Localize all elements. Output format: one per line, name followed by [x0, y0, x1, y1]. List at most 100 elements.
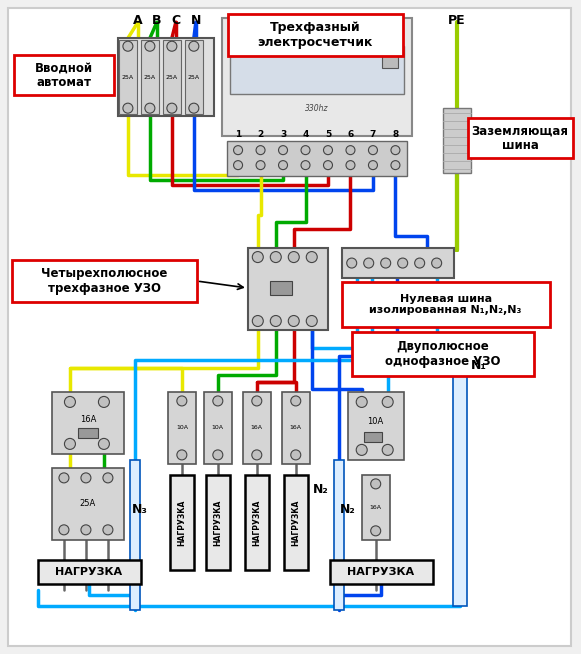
Bar: [364, 432, 382, 442]
Bar: [248, 248, 328, 330]
Circle shape: [167, 41, 177, 51]
Bar: [352, 332, 533, 376]
Text: N₂: N₂: [340, 504, 356, 517]
Bar: [141, 41, 159, 114]
Text: Вводной
автомат: Вводной автомат: [35, 61, 93, 89]
Text: НАГРУЗКА: НАГРУЗКА: [252, 499, 261, 545]
Bar: [347, 392, 404, 460]
Circle shape: [306, 315, 317, 326]
Bar: [14, 55, 114, 95]
Bar: [362, 475, 390, 540]
Text: N₂: N₂: [313, 483, 329, 496]
Bar: [243, 392, 271, 464]
Circle shape: [270, 252, 281, 262]
Circle shape: [252, 315, 263, 326]
Bar: [245, 475, 269, 570]
Bar: [270, 281, 292, 295]
Circle shape: [288, 315, 299, 326]
Circle shape: [371, 526, 381, 536]
Bar: [284, 475, 308, 570]
Text: НАГРУЗКА: НАГРУЗКА: [347, 567, 414, 577]
Circle shape: [98, 438, 109, 449]
Bar: [468, 118, 572, 158]
Circle shape: [234, 146, 242, 154]
Circle shape: [252, 252, 263, 262]
Circle shape: [213, 450, 223, 460]
Bar: [163, 41, 181, 114]
Circle shape: [382, 396, 393, 407]
Circle shape: [356, 396, 367, 407]
Text: C: C: [171, 14, 181, 27]
Circle shape: [391, 161, 400, 169]
Text: 16A: 16A: [251, 425, 263, 430]
Text: Двуполюсное
однофазное УЗО: Двуполюсное однофазное УЗО: [385, 340, 500, 368]
Circle shape: [432, 258, 442, 268]
Circle shape: [290, 396, 301, 406]
Bar: [38, 560, 141, 584]
Bar: [382, 56, 397, 68]
Circle shape: [59, 473, 69, 483]
Text: 6: 6: [347, 130, 354, 139]
Circle shape: [103, 525, 113, 535]
Text: 16A: 16A: [80, 415, 96, 424]
Text: 10A: 10A: [368, 417, 384, 426]
Bar: [119, 41, 137, 114]
Text: PE: PE: [448, 14, 465, 27]
Text: Трехфазный
электросчетчик: Трехфазный электросчетчик: [257, 21, 373, 49]
Bar: [228, 14, 403, 56]
Circle shape: [167, 103, 177, 113]
Bar: [227, 141, 407, 176]
Bar: [204, 392, 232, 464]
Circle shape: [252, 396, 262, 406]
Text: PE: PE: [475, 135, 490, 145]
Text: N₁: N₁: [471, 360, 486, 373]
Circle shape: [381, 258, 390, 268]
Circle shape: [145, 41, 155, 51]
Text: 4: 4: [302, 130, 309, 139]
Text: Четырехполюсное
трехфазное УЗО: Четырехполюсное трехфазное УЗО: [41, 267, 167, 295]
Bar: [78, 428, 98, 438]
Circle shape: [81, 525, 91, 535]
Bar: [333, 460, 344, 610]
Bar: [330, 560, 433, 584]
Circle shape: [324, 146, 332, 154]
Bar: [443, 108, 471, 173]
Text: 330hz: 330hz: [305, 104, 328, 112]
Text: Заземляющая
шина: Заземляющая шина: [472, 124, 569, 152]
Bar: [453, 336, 467, 606]
Circle shape: [288, 252, 299, 262]
Circle shape: [177, 396, 187, 406]
Text: B: B: [152, 14, 162, 27]
Circle shape: [368, 161, 378, 169]
Text: 16A: 16A: [290, 425, 302, 430]
Circle shape: [290, 450, 301, 460]
Text: НАГРУЗКА: НАГРУЗКА: [177, 499, 187, 545]
Circle shape: [213, 396, 223, 406]
Bar: [52, 468, 124, 540]
Text: 10A: 10A: [176, 425, 188, 430]
Bar: [52, 392, 124, 454]
Circle shape: [371, 479, 381, 489]
Bar: [130, 460, 140, 610]
Circle shape: [382, 445, 393, 455]
Circle shape: [346, 146, 355, 154]
Text: 7: 7: [370, 130, 376, 139]
Circle shape: [278, 146, 288, 154]
Circle shape: [306, 252, 317, 262]
Circle shape: [145, 103, 155, 113]
Text: НАГРУЗКА: НАГРУЗКА: [291, 499, 300, 545]
Circle shape: [123, 41, 133, 51]
Bar: [206, 475, 230, 570]
Circle shape: [364, 258, 374, 268]
Bar: [342, 248, 454, 278]
Bar: [12, 260, 197, 302]
Circle shape: [189, 41, 199, 51]
Circle shape: [98, 396, 109, 407]
Bar: [118, 38, 214, 116]
Circle shape: [415, 258, 425, 268]
Bar: [170, 475, 194, 570]
Bar: [282, 392, 310, 464]
Circle shape: [59, 525, 69, 535]
Text: НАГРУЗКА: НАГРУЗКА: [55, 567, 123, 577]
Circle shape: [81, 473, 91, 483]
